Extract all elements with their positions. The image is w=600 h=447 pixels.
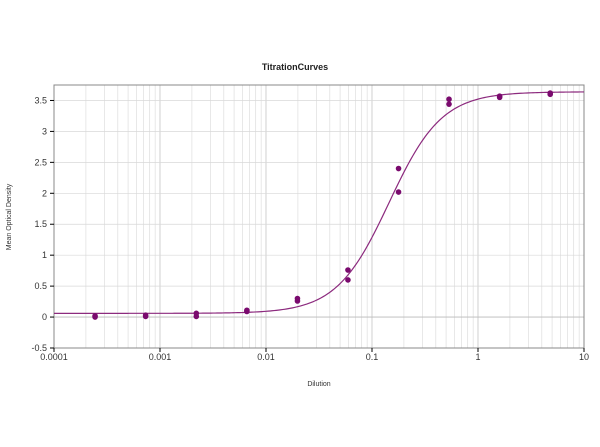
x-tick-label: 0.001 — [149, 352, 172, 362]
x-tick-label: 1 — [475, 352, 480, 362]
y-tick-label: 2.5 — [34, 157, 47, 167]
chart-title: TitrationCurves — [262, 62, 328, 72]
y-axis-ticks: -0.5 0 0.5 1 1.5 2 2.5 3 3.5 — [31, 95, 54, 353]
y-tick-label: 0 — [42, 312, 47, 322]
y-tick-label: 1.5 — [34, 219, 47, 229]
y-tick-label: 3 — [42, 126, 47, 136]
data-point — [395, 189, 402, 195]
x-axis-label: Dilution — [307, 381, 330, 388]
data-point — [496, 93, 503, 99]
x-axis-ticks: 0.0001 0.001 0.01 0.1 1 10 — [40, 348, 589, 362]
data-points — [92, 90, 554, 320]
data-point — [446, 96, 452, 103]
fit-curve-line — [54, 91, 585, 314]
y-tick-label: 3.5 — [34, 95, 47, 105]
data-point — [92, 313, 98, 319]
data-point — [294, 295, 301, 302]
y-axis-label: Mean Optical Density — [6, 183, 13, 250]
x-tick-label: 0.1 — [366, 352, 379, 362]
y-tick-label: 1 — [42, 250, 47, 260]
y-tick-label: -0.5 — [31, 343, 47, 353]
y-tick-label: 2 — [42, 188, 47, 198]
data-point — [193, 310, 200, 317]
data-point — [446, 101, 452, 107]
x-tick-label: 0.01 — [257, 352, 275, 362]
x-tick-label: 10 — [579, 352, 589, 362]
data-point — [395, 165, 402, 172]
data-point — [142, 312, 149, 319]
data-point — [345, 267, 351, 273]
data-point — [547, 90, 554, 96]
minor-gridlines — [85, 85, 580, 348]
x-tick-label: 0.0001 — [40, 352, 68, 362]
data-point — [244, 307, 250, 314]
plot-area-frame — [53, 84, 585, 349]
y-tick-label: 0.5 — [34, 281, 47, 291]
data-point — [345, 277, 351, 283]
